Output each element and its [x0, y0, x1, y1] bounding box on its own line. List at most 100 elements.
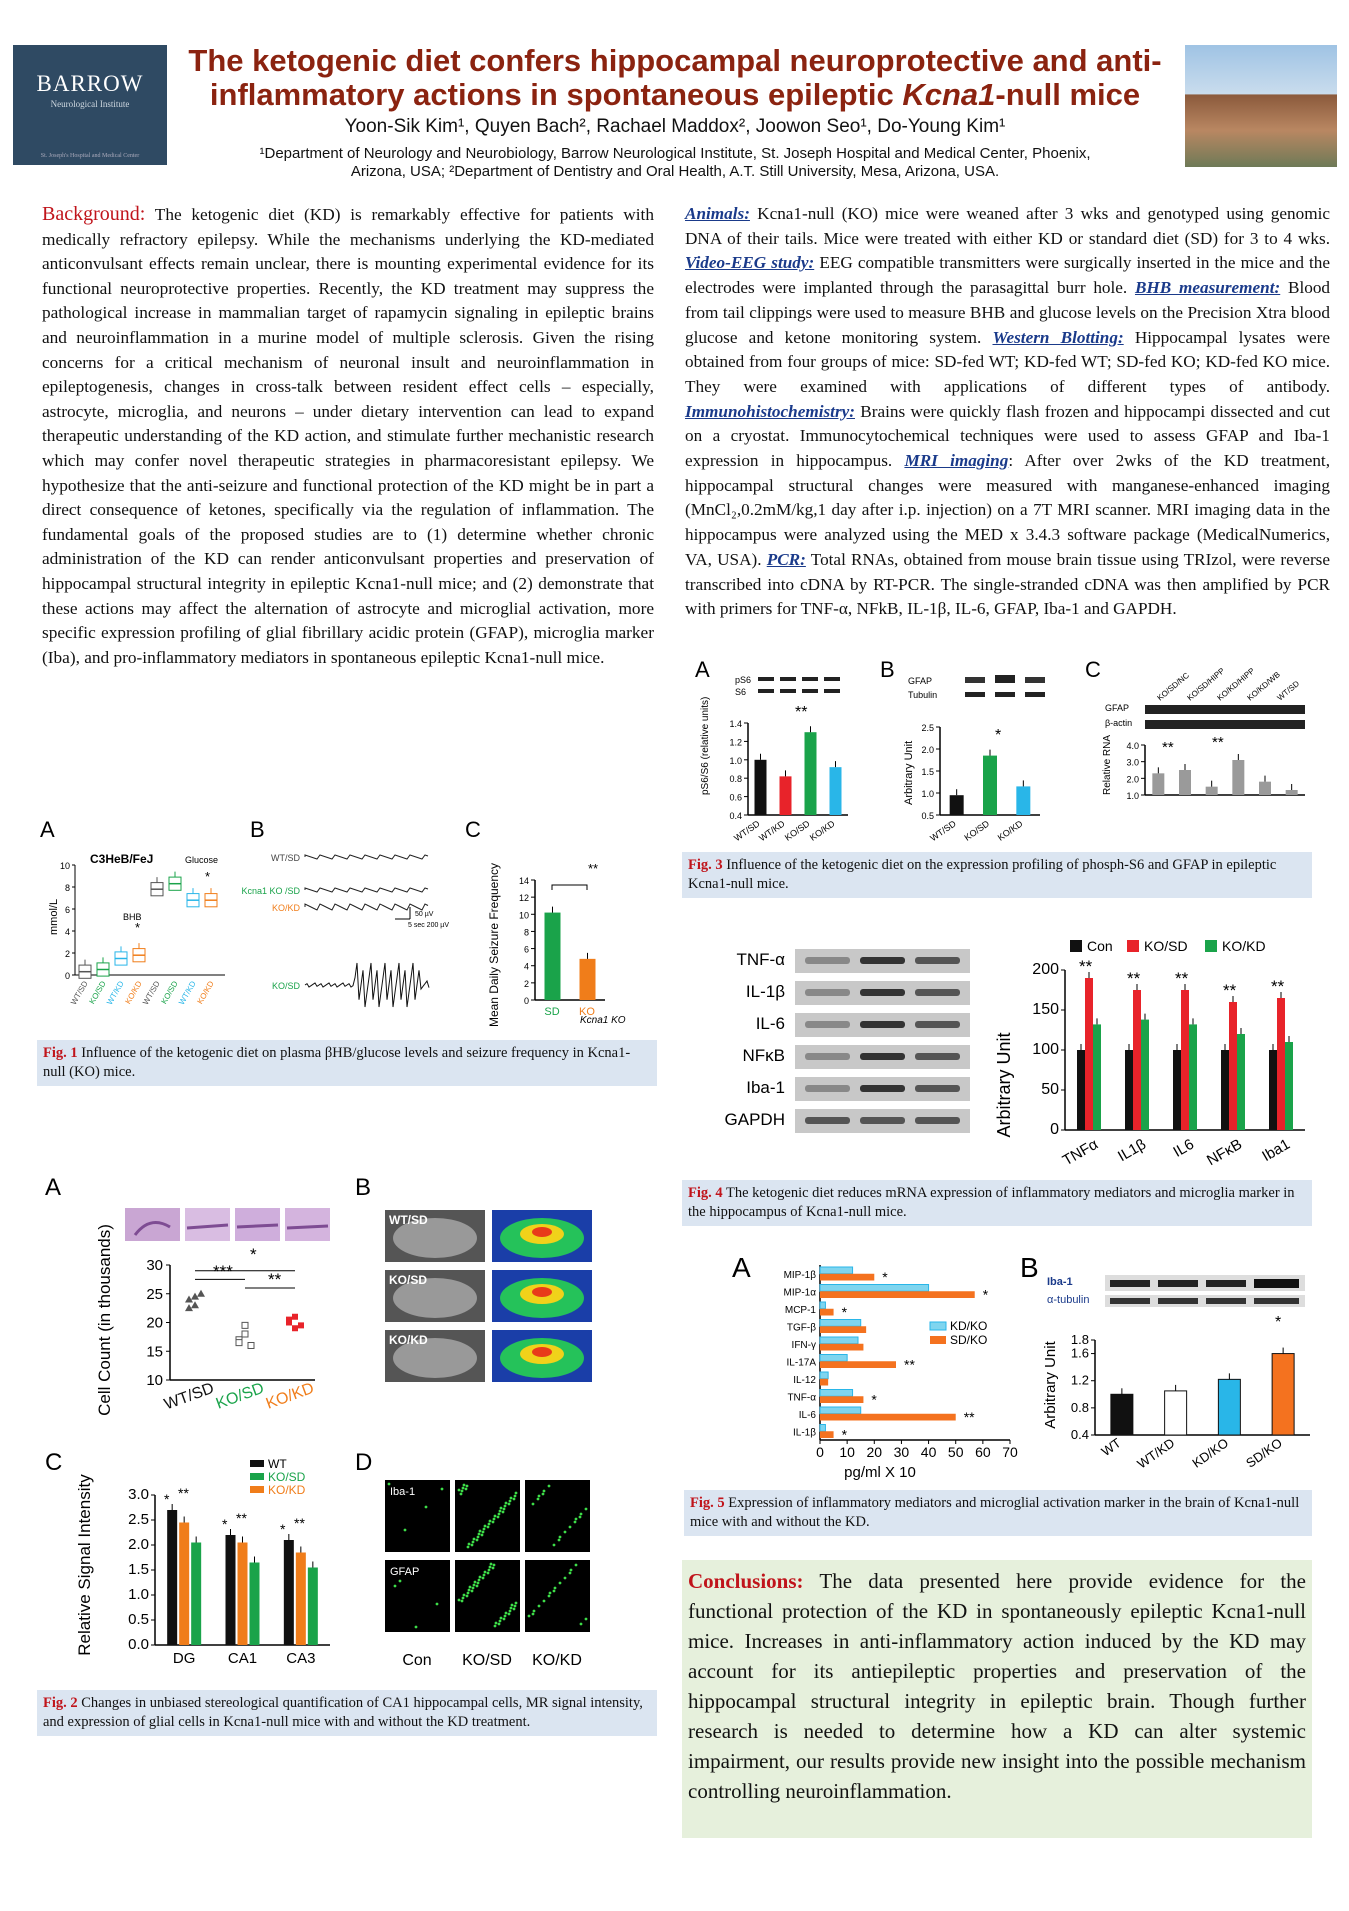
cell-dot [472, 1583, 476, 1587]
bar [820, 1308, 834, 1316]
gel-band [860, 1021, 905, 1028]
bar [819, 1371, 829, 1380]
cell-dot [537, 1494, 541, 1498]
cell-dot [508, 1609, 512, 1613]
gel-band [915, 1021, 960, 1028]
fig2-a-ylabel: Cell Count (in thousands) [95, 1224, 114, 1416]
data-point [235, 1339, 243, 1347]
x-tick-label: 10 [839, 1444, 855, 1460]
y-tick-label: 2.5 [921, 723, 934, 733]
y-tick-label: 10 [146, 1372, 163, 1389]
bar [1085, 978, 1093, 1130]
y-tick-label: 8 [524, 927, 529, 937]
fig2-d-immuno: Iba-1 GFAP Con KO/SD KO/KD [385, 1480, 590, 1669]
gene-label: TNF-α [736, 950, 785, 969]
y-tick-label: 2 [524, 979, 529, 989]
fig1-label: Fig. 1 [43, 1045, 78, 1061]
blot-label: Tubulin [908, 690, 937, 700]
cell-dot [440, 1487, 444, 1491]
cell-dot [471, 1540, 475, 1544]
mri-brain [393, 1278, 477, 1318]
fig4-chart: 0 50 100 150 200 TNFα ** IL1β ** IL6 ** NFκB ** Iba1 *… [1032, 957, 1305, 1169]
x-tick-label: KO/SD [783, 818, 812, 843]
bar [1237, 1034, 1245, 1130]
sig-bracket [551, 884, 588, 890]
x-tick-label: WT/SD [141, 979, 162, 1006]
cell-dot [482, 1573, 486, 1577]
cell-dot [496, 1515, 500, 1519]
bar [191, 1542, 202, 1645]
bar [1179, 770, 1191, 795]
x-tick-label: DG [173, 1650, 196, 1667]
fig5-panel-b: B [1020, 1252, 1039, 1283]
cell-dot [414, 1625, 418, 1629]
sig-star: ** [1162, 739, 1174, 756]
bar [983, 755, 997, 815]
bar [1152, 773, 1165, 795]
method-text: Blood from tail clippings were used to m… [685, 278, 1331, 347]
data-point [197, 1289, 205, 1297]
cell-dot [464, 1487, 468, 1491]
cell-dot [501, 1510, 505, 1514]
cell-dot [482, 1527, 486, 1531]
bar [544, 912, 561, 1000]
cell-dot [487, 1522, 491, 1526]
cell-dot [557, 1538, 561, 1542]
fig5-b-ylabel: Arbitrary Unit [1042, 1340, 1059, 1428]
fig2-c-ylabel: Relative Signal Intensity [75, 1474, 94, 1656]
fig5-a-xlabel: pg/ml X 10 [844, 1464, 916, 1481]
scale-label: 50 µV [415, 911, 434, 918]
gene-label: IL-6 [756, 1014, 785, 1033]
cell-dot [488, 1519, 492, 1523]
bar [225, 1535, 236, 1645]
y-tick-label: 20 [146, 1315, 163, 1332]
mri-heat-peak [532, 1227, 552, 1237]
sig-star: * [871, 1391, 877, 1407]
cell-dot [492, 1517, 496, 1521]
gel-band [805, 1053, 850, 1060]
gene-label: NFκB [743, 1046, 786, 1065]
blot-label: α-tubulin [1047, 1294, 1089, 1306]
method-text: Kcna1-null (KO) mice were weaned after 3… [685, 204, 1330, 248]
x-tick-label: Iba1 [1259, 1136, 1293, 1165]
cell-dot [462, 1483, 466, 1487]
x-tick-label: 0 [816, 1444, 824, 1460]
trace-label: WT/SD [271, 853, 300, 863]
cell-dot [512, 1607, 516, 1611]
column-label: KO/SD [462, 1652, 512, 1669]
fig3-b-blot [965, 675, 1045, 697]
bar [307, 1567, 318, 1645]
bar [820, 1361, 896, 1368]
sig-star: ** [1079, 957, 1093, 976]
fig1-a-ylabel: mmol/L [48, 899, 60, 935]
bar [1269, 1050, 1277, 1130]
cell-dot [486, 1571, 490, 1575]
y-tick-label: 2.0 [921, 745, 934, 755]
bar [1271, 1353, 1295, 1436]
blot-label: S6 [735, 687, 746, 697]
bar [179, 1522, 190, 1645]
x-tick-label: KO/KD [195, 979, 215, 1005]
y-tick-label: 2 [65, 949, 70, 959]
bar [819, 1284, 930, 1292]
y-tick-label: 1.0 [921, 789, 934, 799]
sig-star: ** [236, 1510, 247, 1526]
x-tick-label: KO [579, 1006, 595, 1018]
seizure-trace [304, 962, 430, 1008]
cell-dot [461, 1486, 465, 1490]
fig3-caption-text: Influence of the ketogenic diet on the e… [688, 857, 1277, 892]
x-tick-label: TNFα [1060, 1136, 1102, 1170]
legend-swatch [250, 1460, 264, 1467]
x-tick-label: WT/KD [757, 818, 787, 843]
fig3-a-ylabel: pS6/S6 (relative units) [700, 697, 711, 795]
cell-dot [552, 1589, 556, 1593]
bar [820, 1396, 864, 1403]
cell-dot [507, 1612, 511, 1616]
cell-dot [537, 1604, 541, 1608]
cell-dot [548, 1591, 552, 1595]
x-tick-label: WT/KD [105, 979, 126, 1006]
cell-dot [584, 1507, 588, 1511]
logo-footer: St. Joseph's Hospital and Medical Center [40, 153, 140, 159]
sig-star: ** [268, 1270, 282, 1289]
blot-label: β-actin [1105, 718, 1132, 728]
